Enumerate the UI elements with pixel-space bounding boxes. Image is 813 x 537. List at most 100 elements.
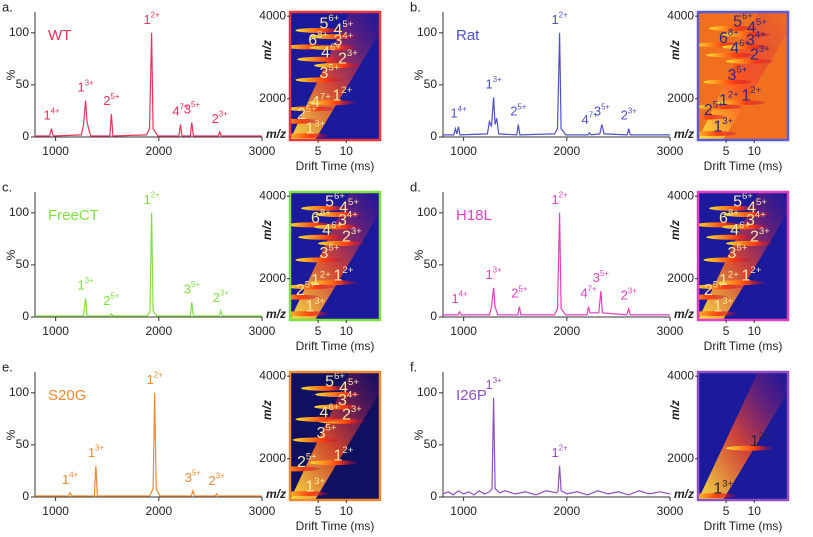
charge-label-charge: 6+ xyxy=(328,13,339,24)
charge-label: 45+ xyxy=(339,197,359,217)
x-axis-label: Drift Time (ms) xyxy=(704,339,783,353)
charge-label-text: 3 xyxy=(727,67,736,84)
charge-label-charge: 8+ xyxy=(728,207,739,218)
y-tick-label: 2000 xyxy=(259,271,286,285)
spectrum-title: WT xyxy=(48,27,71,44)
heatmap: 56+45+34+23+46+35+12+25+13+ xyxy=(290,370,380,500)
peak-label-text: 3 xyxy=(594,104,601,119)
y-tick-label: 2000 xyxy=(667,91,694,105)
peak-label: 25+ xyxy=(103,92,120,109)
y-tick-label: 100 xyxy=(9,385,29,399)
peak-label: 14+ xyxy=(43,107,60,124)
charge-label-text: 2 xyxy=(704,102,713,119)
heatmap-streak xyxy=(706,52,755,58)
charge-label-charge: 4+ xyxy=(347,209,358,220)
y-tick-label: 50 xyxy=(16,257,30,271)
y-axis-label: m/z xyxy=(260,220,274,240)
heatmap-streak xyxy=(723,212,772,218)
charge-label-charge: 6+ xyxy=(742,10,753,21)
y-tick-label: 4000 xyxy=(259,188,286,202)
charge-label-text: 4 xyxy=(321,45,330,62)
charge-label: 46+ xyxy=(730,219,750,239)
peak-label-text: 1 xyxy=(485,377,492,392)
charge-label: 25+ xyxy=(297,103,317,123)
charge-label-text: 4 xyxy=(747,20,756,37)
charge-label: 45+ xyxy=(334,19,354,39)
charge-label: 34+ xyxy=(746,29,766,49)
heatmap-streak xyxy=(308,100,357,106)
peak-label: 12+ xyxy=(144,11,161,28)
peak-label-text: 1 xyxy=(451,291,458,306)
x-tick-label: 2000 xyxy=(553,504,580,518)
charge-label-charge: 5+ xyxy=(713,279,724,290)
peak-label-text: 4 xyxy=(580,286,587,301)
charge-label: 45+ xyxy=(747,197,767,217)
spectrum-line xyxy=(443,212,670,316)
peak-label-charge: 2+ xyxy=(559,444,568,453)
y-axis-label-bottom: m/z xyxy=(674,307,694,321)
peak-label: 12+ xyxy=(552,444,569,461)
y-tick-label: 4000 xyxy=(259,8,286,22)
heatmap-image xyxy=(698,12,788,140)
charge-label-text: 5 xyxy=(325,374,334,391)
heatmap-streak xyxy=(309,280,358,286)
peak-label-charge: 3+ xyxy=(216,472,225,481)
peak-label-charge: 2+ xyxy=(151,11,160,20)
x-tick-label: 1000 xyxy=(450,504,477,518)
panel-label: c. xyxy=(2,179,12,194)
peak-label-charge: 2+ xyxy=(151,191,160,200)
x-tick-label: 5 xyxy=(315,324,322,338)
heatmap-streak xyxy=(717,100,766,106)
heatmap-streak xyxy=(315,392,364,398)
panel-label: d. xyxy=(410,179,421,194)
heatmap-streak xyxy=(698,114,728,120)
spectrum-title: I26P xyxy=(456,387,487,404)
charge-label-text: 3 xyxy=(338,212,347,229)
y-tick-label: 100 xyxy=(417,205,437,219)
charge-label: 23+ xyxy=(342,403,362,423)
charge-label-charge: 5+ xyxy=(756,197,767,208)
heatmap-streak xyxy=(292,437,341,443)
charge-label: 25+ xyxy=(704,279,724,299)
charge-label-text: 3 xyxy=(319,245,328,262)
heatmap-streak xyxy=(721,44,770,50)
y-tick-label: 100 xyxy=(417,385,437,399)
heatmap-image xyxy=(290,372,380,500)
charge-label-charge: 6+ xyxy=(334,190,345,201)
charge-label: 13+ xyxy=(305,118,325,138)
x-tick-label: 3000 xyxy=(249,504,276,518)
heatmap-streak xyxy=(298,234,347,240)
y-axis-label: m/z xyxy=(668,400,682,420)
x-axis-label: Drift Time (ms) xyxy=(296,519,375,533)
heatmap-streak xyxy=(698,131,738,137)
heatmap-streak xyxy=(295,257,344,263)
charge-label-text: 3 xyxy=(746,32,755,49)
peak-label-text: 3 xyxy=(184,282,191,297)
heatmap-streak xyxy=(313,224,362,230)
peak-label-text: 1 xyxy=(43,108,50,123)
peak-label-text: 1 xyxy=(144,192,151,207)
y-tick-label: 100 xyxy=(417,25,437,39)
charge-label-text: 1 xyxy=(750,433,759,450)
y-tick-label: 50 xyxy=(424,437,438,451)
peak-label: 35+ xyxy=(184,100,201,117)
charge-label: 25+ xyxy=(704,99,724,119)
peak-label-charge: 3+ xyxy=(628,107,637,116)
charge-label-text: 2 xyxy=(704,282,713,299)
heatmap-frame xyxy=(288,10,382,142)
spectrum-line xyxy=(443,32,670,136)
x-tick-label: 10 xyxy=(748,144,762,158)
charge-label-charge: 5+ xyxy=(328,62,339,73)
heatmap-streak xyxy=(290,311,330,317)
charge-label-text: 4 xyxy=(730,222,739,239)
charge-label-text: 6 xyxy=(719,30,728,47)
charge-label: 13+ xyxy=(305,476,325,496)
charge-label: 34+ xyxy=(338,209,358,229)
x-axis-label: Drift Time (ms) xyxy=(704,159,783,173)
y-axis-label: m/z xyxy=(668,220,682,240)
y-axis-label: m/z xyxy=(668,40,682,60)
peak-label-text: 1 xyxy=(144,12,151,27)
peak-label-charge: 3+ xyxy=(85,78,94,87)
charge-label-charge: 3+ xyxy=(759,226,770,237)
charge-label-text: 1 xyxy=(713,481,722,498)
